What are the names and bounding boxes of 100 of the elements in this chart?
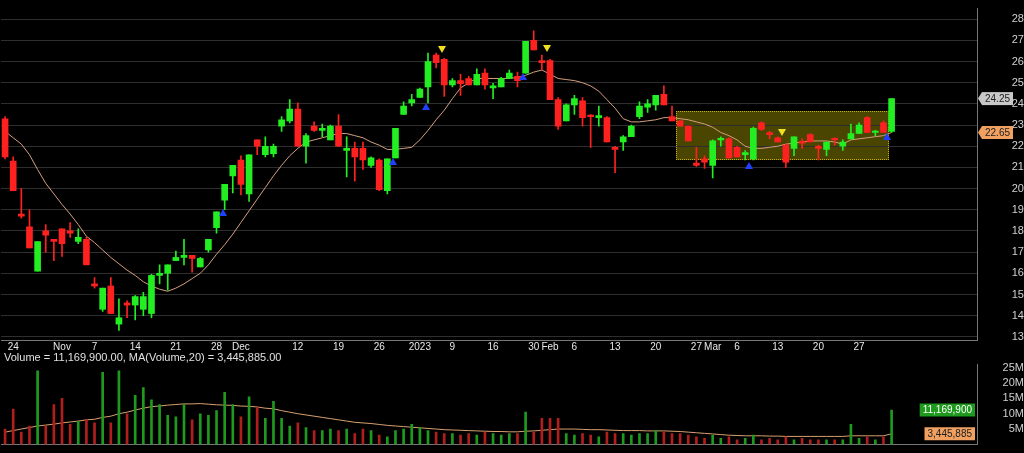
- bar: [402, 428, 405, 445]
- x-tick-label: 27: [853, 340, 866, 352]
- bar: [442, 433, 446, 445]
- bar: [621, 433, 625, 445]
- bar: [133, 394, 137, 445]
- y-tick-label: 21: [1011, 160, 1024, 173]
- y-tick-label: 13: [1011, 329, 1024, 342]
- bar: [776, 439, 780, 445]
- bar: [264, 417, 267, 445]
- x-tick-label: 12: [292, 340, 304, 352]
- bar: [93, 422, 96, 445]
- y-tick-label: 16: [1011, 266, 1024, 279]
- bar: [654, 430, 658, 445]
- y-tick-label: 10M: [1002, 406, 1024, 419]
- bar: [44, 425, 48, 445]
- bar: [581, 433, 584, 445]
- bar: [353, 433, 357, 445]
- x-tick-label: 20: [650, 340, 662, 352]
- x-tick-label: 6: [734, 340, 741, 352]
- chart-title: Volume = 11,169,900.00, MA(Volume,20) = 3,445,885.00: [4, 351, 282, 364]
- bar: [743, 437, 747, 445]
- y-tick-label: 25: [1011, 75, 1024, 88]
- y-tick-label: 27: [1011, 33, 1024, 46]
- bar: [386, 436, 389, 445]
- bar: [329, 428, 332, 445]
- bar: [597, 436, 601, 445]
- bar: [467, 433, 470, 445]
- bar: [768, 437, 771, 445]
- bar: [703, 437, 706, 445]
- y-tick-label: 23: [1011, 118, 1024, 131]
- bar: [752, 434, 755, 445]
- candlestick: [188, 254, 196, 273]
- y-tick-label: 20M: [1002, 376, 1024, 389]
- text: 24.25: [985, 92, 1011, 104]
- x-tick-label: 7: [91, 340, 98, 352]
- x-tick-label: 27: [690, 340, 703, 352]
- x-tick-label: 13: [772, 340, 784, 352]
- bar: [695, 436, 698, 445]
- bar: [345, 428, 348, 445]
- bar: [320, 430, 324, 445]
- bar: [524, 411, 527, 445]
- bar: [646, 433, 649, 445]
- bar: [158, 404, 161, 445]
- candlestick: [611, 145, 619, 174]
- bar: [874, 439, 877, 445]
- candlestick: [50, 239, 58, 261]
- bar: [207, 414, 210, 445]
- bar: [28, 425, 31, 445]
- bar: [508, 433, 511, 445]
- bar: [337, 430, 340, 445]
- bar: [215, 410, 218, 445]
- bar: [36, 370, 39, 445]
- y-tick-label: 25M: [1002, 360, 1024, 373]
- bar: [280, 417, 283, 445]
- bar: [85, 419, 88, 445]
- bar: [630, 434, 633, 445]
- x-tick-label: 20: [812, 340, 825, 352]
- y-tick-label: 15: [1011, 287, 1024, 300]
- bar: [255, 407, 259, 445]
- bar: [808, 439, 812, 445]
- y-tick-label: 22: [1011, 139, 1024, 152]
- x-tick-label: 21: [170, 340, 182, 352]
- y-tick-label: 15M: [1002, 391, 1024, 404]
- bar: [638, 433, 641, 445]
- bar: [573, 434, 576, 445]
- candlestick: [42, 224, 50, 253]
- bar: [532, 431, 536, 445]
- bar: [711, 434, 714, 445]
- y-tick-label: 14: [1011, 308, 1024, 321]
- x-tick-label: Mar: [704, 340, 722, 352]
- y-tick-label: 26: [1011, 54, 1024, 67]
- candlestick: [351, 141, 359, 182]
- text: 22.65: [985, 126, 1011, 138]
- y-tick-label: 24: [1011, 96, 1024, 109]
- bar: [516, 433, 519, 445]
- y-tick-label: 5M: [1008, 422, 1024, 435]
- bar: [451, 433, 454, 445]
- bar: [142, 387, 145, 445]
- bar: [20, 431, 23, 445]
- candlestick: [717, 136, 725, 147]
- x-tick-label: 13: [609, 340, 622, 352]
- bar: [686, 434, 690, 445]
- bar: [377, 434, 381, 445]
- y-tick-label: 17: [1011, 245, 1024, 258]
- bar: [475, 434, 479, 445]
- y-tick-label: 19: [1011, 202, 1024, 215]
- annotation: 3,445,885: [927, 428, 973, 440]
- x-tick-label: Dec: [232, 340, 250, 352]
- bar: [890, 409, 893, 445]
- bar: [272, 401, 275, 445]
- bar: [499, 434, 503, 445]
- candlestick: [180, 239, 188, 266]
- bar: [410, 424, 414, 445]
- bar: [11, 408, 15, 445]
- bar: [719, 437, 723, 445]
- bar: [833, 439, 836, 445]
- bar: [459, 434, 462, 445]
- candlestick: [538, 54, 546, 71]
- x-tick-label: 16: [487, 340, 500, 352]
- y-tick-label: 28: [1011, 12, 1024, 25]
